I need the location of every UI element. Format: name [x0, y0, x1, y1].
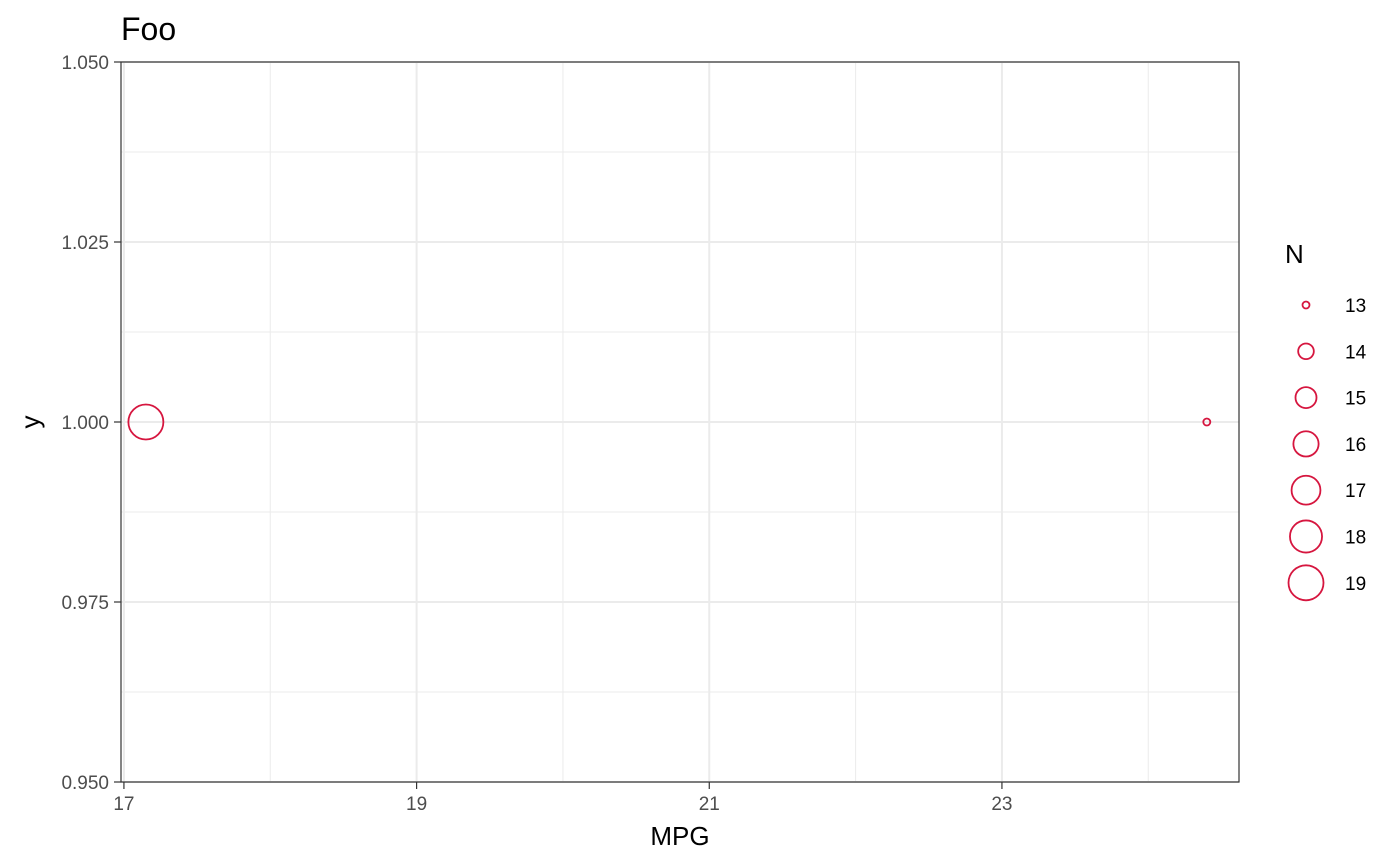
legend-label: 19 [1345, 574, 1366, 595]
legend-label: 14 [1345, 342, 1367, 363]
x-axis-title: MPG [650, 821, 709, 851]
legend-label: 13 [1345, 296, 1366, 317]
chart-title: Foo [121, 11, 176, 47]
y-tick-label: 1.000 [61, 413, 109, 434]
legend-key-circle [1294, 386, 1318, 410]
data-point [1202, 417, 1212, 427]
legend-label: 17 [1345, 481, 1366, 502]
y-axis: 0.950 0.975 1.000 1.025 1.050 [61, 53, 121, 794]
x-axis: 17 19 21 23 [113, 782, 1013, 815]
data-point [127, 403, 165, 441]
x-tick-label: 23 [991, 794, 1012, 815]
y-tick-label: 1.025 [61, 233, 109, 254]
legend-key-circle [1297, 342, 1315, 361]
y-tick-label: 1.050 [61, 53, 109, 74]
y-axis-title: y [15, 416, 45, 429]
legend-label: 15 [1345, 389, 1366, 410]
x-tick-label: 19 [406, 794, 427, 815]
legend-key-circle [1292, 430, 1320, 458]
legend-key-circle [1289, 519, 1323, 554]
legend-key-circle [1301, 300, 1311, 310]
x-tick-label: 17 [113, 794, 134, 815]
legend-title: N [1285, 239, 1304, 269]
y-tick-label: 0.950 [61, 773, 109, 794]
y-tick-label: 0.975 [61, 593, 109, 614]
legend-label: 16 [1345, 435, 1366, 456]
data-points [127, 403, 1212, 441]
legend-label: 18 [1345, 528, 1366, 549]
x-tick-label: 21 [699, 794, 720, 815]
size-legend: N 13 14 15 16 17 18 19 [1285, 239, 1367, 602]
legend-key-circle [1290, 474, 1322, 506]
legend-key-circle [1287, 564, 1325, 602]
